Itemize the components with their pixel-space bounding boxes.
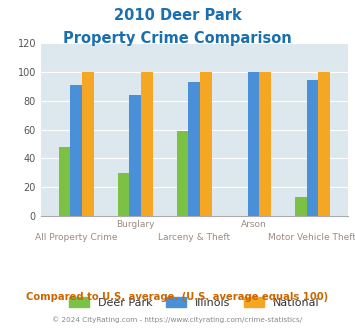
Text: Compared to U.S. average. (U.S. average equals 100): Compared to U.S. average. (U.S. average … xyxy=(26,292,329,302)
Text: Property Crime Comparison: Property Crime Comparison xyxy=(63,31,292,46)
Bar xyxy=(189,82,200,216)
Bar xyxy=(82,72,94,216)
Bar xyxy=(200,72,212,216)
Bar xyxy=(307,81,318,216)
Text: © 2024 CityRating.com - https://www.cityrating.com/crime-statistics/: © 2024 CityRating.com - https://www.city… xyxy=(53,316,302,323)
Text: Motor Vehicle Theft: Motor Vehicle Theft xyxy=(268,233,355,242)
Bar xyxy=(259,72,271,216)
Bar xyxy=(318,72,330,216)
Text: Larceny & Theft: Larceny & Theft xyxy=(158,233,230,242)
Legend: Deer Park, Illinois, National: Deer Park, Illinois, National xyxy=(66,294,323,311)
Text: Burglary: Burglary xyxy=(116,220,154,229)
Bar xyxy=(130,95,141,216)
Text: 2010 Deer Park: 2010 Deer Park xyxy=(114,8,241,23)
Text: All Property Crime: All Property Crime xyxy=(35,233,118,242)
Bar xyxy=(177,131,189,216)
Bar xyxy=(118,173,130,216)
Bar xyxy=(70,85,82,216)
Bar xyxy=(295,197,307,216)
Text: Arson: Arson xyxy=(241,220,266,229)
Bar xyxy=(141,72,153,216)
Bar xyxy=(59,147,70,216)
Bar xyxy=(247,72,259,216)
